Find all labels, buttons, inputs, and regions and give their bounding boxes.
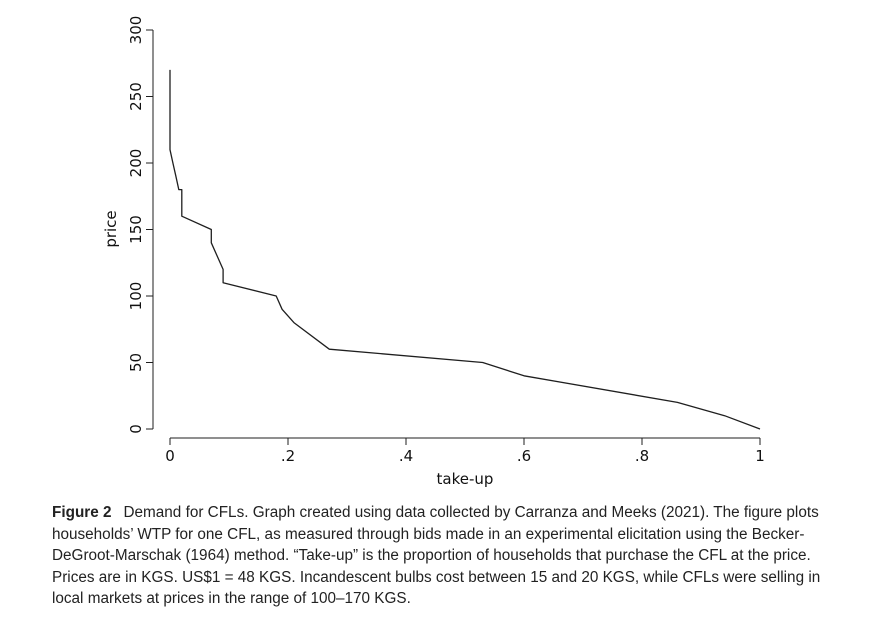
x-axis-label: take-up [437,470,494,488]
y-tick-label: 150 [127,215,145,244]
y-axis-label: price [102,210,120,247]
y-tick-label: 250 [127,82,145,111]
x-tick-label: 0 [165,447,175,465]
figure-label: Figure 2 [52,504,112,521]
x-tick-label: 1 [755,447,765,465]
figure-caption: Figure 2 Demand for CFLs. Graph created u… [52,502,842,610]
y-tick-label: 300 [127,16,145,45]
y-tick-label: 0 [127,424,145,434]
plot-area [169,69,761,430]
y-tick-label: 50 [127,353,145,372]
x-axis: 0 .2 .4 .6 .8 1 [165,437,765,465]
y-axis: 0 50 100 150 200 250 300 [127,16,154,434]
demand-curve-line [169,69,761,430]
x-tick-label: .4 [399,447,413,465]
x-tick-label: .8 [635,447,649,465]
y-tick-label: 200 [127,149,145,178]
x-tick-label: .6 [517,447,531,465]
y-tick-label: 100 [127,282,145,311]
x-tick-label: .2 [281,447,295,465]
demand-chart: 0 50 100 150 200 250 300 0 .2 .4 .6 .8 1 take-up pr… [102,16,765,488]
caption-text: Demand for CFLs. Graph created using dat… [52,504,821,607]
